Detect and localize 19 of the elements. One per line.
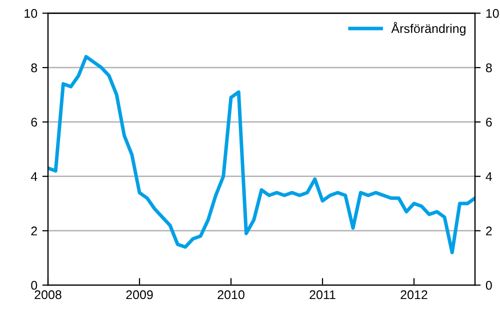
y2-tick-label: 2 xyxy=(486,226,492,236)
x-tick-label: 2011 xyxy=(310,290,336,300)
y-tick-label: 2 xyxy=(31,226,37,236)
y-tick-label: 10 xyxy=(24,9,38,18)
y2-tick-label: 10 xyxy=(486,9,499,18)
legend-label: Årsförändring xyxy=(391,22,466,36)
x-tick-label: 2009 xyxy=(126,290,153,300)
y2-tick-label: 4 xyxy=(486,172,492,181)
x-tick-label: 2008 xyxy=(34,290,62,300)
y-tick-label: 0 xyxy=(31,280,38,290)
y2-tick-label: 8 xyxy=(486,63,492,72)
y2-tick-label: 6 xyxy=(486,118,492,127)
y-tick-label: 6 xyxy=(31,118,38,127)
y2-tick-label: 0 xyxy=(486,280,492,290)
y-tick-label: 8 xyxy=(31,63,38,72)
x-tick-label: 2010 xyxy=(218,290,244,300)
line-series xyxy=(48,54,475,254)
x-tick-label: 2012 xyxy=(400,290,428,300)
y-tick-label: 4 xyxy=(30,172,38,181)
